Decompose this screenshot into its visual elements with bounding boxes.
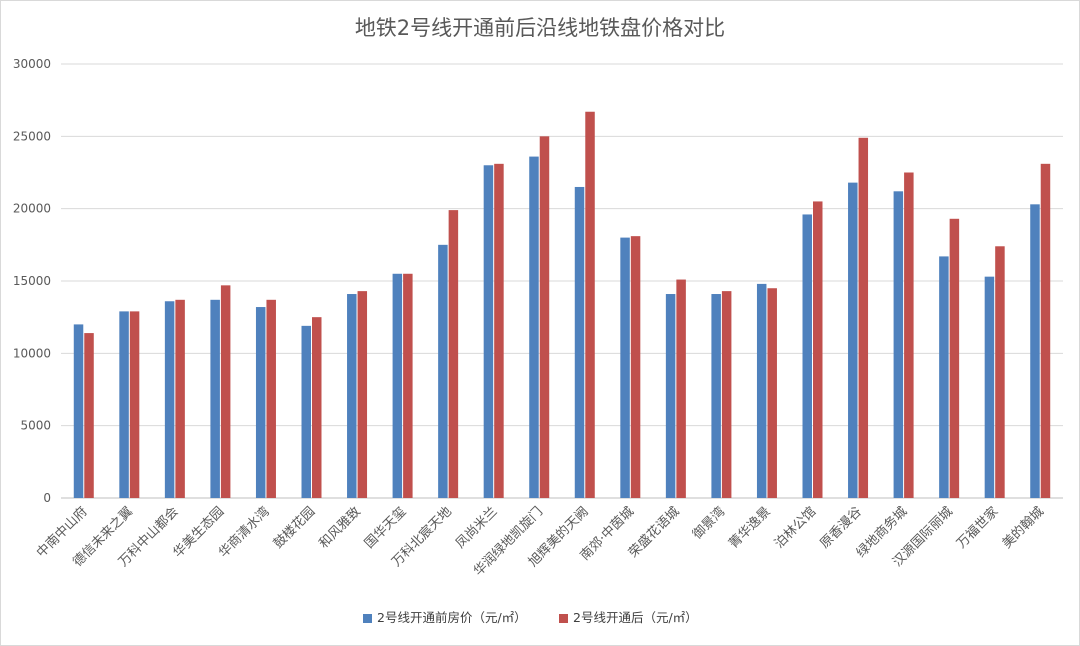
y-axis-ticks: 0 5000 10000 15000 20000 25000 30000 [13, 57, 51, 505]
x-tick-label: 国华天玺 [362, 504, 409, 551]
bar-before [119, 311, 129, 498]
bar-after [129, 311, 140, 498]
bar-before [893, 191, 904, 498]
x-tick-label: 菁华逸景 [726, 504, 773, 551]
y-tick-label: 5000 [20, 419, 51, 433]
bar-before [438, 244, 448, 498]
y-tick-label: 0 [43, 491, 51, 505]
bar-after [266, 299, 276, 498]
bar-after [494, 163, 504, 498]
bar-after [357, 291, 368, 498]
bar-before [347, 294, 357, 498]
legend-swatch-before [363, 614, 372, 623]
bar-after [676, 279, 686, 498]
bar-after [84, 333, 94, 498]
legend-swatch-after [559, 614, 568, 623]
bar-before [574, 186, 585, 498]
bar-before [483, 165, 494, 498]
legend: 2号线开通前房价（元/㎡） 2号线开通后（元/㎡） [363, 610, 698, 625]
bar-before [711, 294, 721, 498]
bar-after [220, 285, 231, 498]
x-tick-label: 和风雅致 [316, 504, 363, 551]
y-tick-label: 10000 [13, 346, 51, 360]
bar-after [949, 218, 960, 498]
bar-before [392, 273, 403, 498]
bar-after [448, 210, 459, 498]
x-tick-label: 凤尚米兰 [453, 504, 500, 551]
bar-after [630, 236, 641, 499]
bar-after [175, 299, 185, 498]
y-tick-label: 25000 [13, 129, 51, 143]
x-tick-label: 泊林公馆 [772, 504, 819, 551]
bar-after [539, 136, 550, 499]
bar-before [529, 156, 539, 498]
x-tick-label: 鼓楼花园 [270, 504, 318, 552]
bar-before [301, 325, 311, 498]
bar-before [939, 256, 949, 498]
bar-after [995, 246, 1005, 498]
chart-title: 地铁2号线开通前后沿线地铁盘价格对比 [355, 16, 725, 40]
bar-after [585, 111, 595, 499]
y-tick-label: 20000 [13, 202, 51, 216]
bar-before [848, 182, 858, 499]
bar-after [403, 273, 413, 498]
x-tick-label: 万福世家 [953, 504, 1001, 552]
y-tick-label: 15000 [13, 274, 51, 288]
bar-after [858, 137, 869, 498]
y-tick-label: 30000 [13, 57, 51, 71]
bars [73, 111, 1051, 499]
bar-before [665, 294, 676, 498]
bar-before [164, 301, 175, 498]
bar-before [802, 214, 812, 498]
bar-before [210, 299, 220, 498]
bar-after [1040, 163, 1051, 498]
bar-before [255, 307, 266, 498]
bar-before [984, 276, 995, 498]
legend-label-before: 2号线开通前房价（元/㎡） [377, 610, 527, 625]
bar-before [73, 324, 84, 498]
bar-after [813, 201, 823, 498]
x-tick-label: 御景湾 [689, 504, 728, 543]
x-tick-label: 原香漫谷 [817, 504, 864, 551]
bar-before [756, 283, 767, 498]
bar-before [1030, 204, 1040, 498]
legend-label-after: 2号线开通后（元/㎡） [573, 610, 698, 625]
bar-after [721, 291, 732, 498]
bar-after [904, 172, 914, 498]
bar-after [312, 317, 322, 498]
bar-after [767, 288, 777, 498]
bar-before [620, 237, 630, 498]
x-axis-ticks: 中南中山府德信未来之翼万科中山都会华美生态园华商清水湾鼓楼花园和风雅致国华天玺万… [33, 504, 1047, 580]
x-tick-label: 美的翰城 [999, 504, 1047, 552]
